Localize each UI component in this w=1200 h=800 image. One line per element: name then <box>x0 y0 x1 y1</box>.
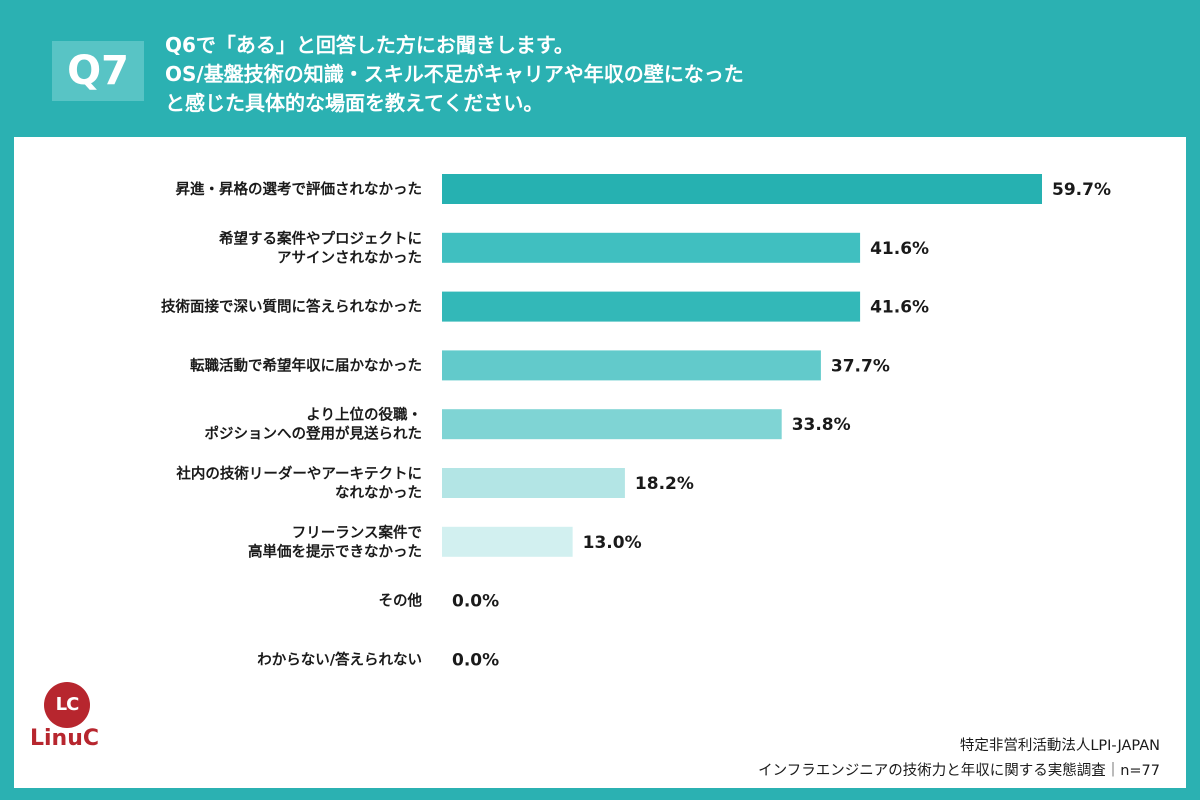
value-label: 13.0% <box>583 533 642 553</box>
question-line: と感じた具体的な場面を教えてください。 <box>165 91 544 115</box>
category-label: フリーランス案件で <box>292 523 422 541</box>
source-survey: インフラエンジニアの技術力と年収に関する実態調査｜n=77 <box>758 763 1160 779</box>
category-label: その他 <box>379 592 423 610</box>
linuc-logo-mark: LC <box>44 682 90 728</box>
value-label: 41.6% <box>870 298 929 318</box>
category-label: 転職活動で希望年収に届かなかった <box>190 356 422 374</box>
bar-chart: 昇進・昇格の選考で評価されなかった 59.7% 希望する案件やプロジェクトにアサイン… <box>161 174 1111 670</box>
question-line: OS/基盤技術の知識・スキル不足がキャリアや年収の壁になった <box>165 62 744 86</box>
question-line: Q6で「ある」と回答した方にお聞きします。 <box>165 33 574 57</box>
bar <box>442 526 573 557</box>
category-label: より上位の役職・ <box>306 406 422 424</box>
category-label: ポジションへの登用が見送られた <box>205 425 423 443</box>
chart-panel: 昇進・昇格の選考で評価されなかった 59.7% 希望する案件やプロジェクトにアサイン… <box>14 137 1186 788</box>
category-label: 希望する案件やプロジェクトに <box>219 229 422 247</box>
category-label: わからない/答えられない <box>257 650 422 668</box>
header: Q7 Q6で「ある」と回答した方にお聞きします。 OS/基盤技術の知識・スキル不… <box>0 0 1200 136</box>
question-number-badge: Q7 <box>52 41 144 101</box>
category-label: 社内の技術リーダーやアーキテクトに <box>175 465 422 483</box>
bar <box>442 291 861 322</box>
bar <box>442 350 821 381</box>
value-label: 41.6% <box>870 239 929 259</box>
category-label: 高単価を提示できなかった <box>248 542 422 560</box>
question-text: Q6で「ある」と回答した方にお聞きします。 OS/基盤技術の知識・スキル不足がキ… <box>165 31 865 118</box>
bar <box>442 232 861 263</box>
linuc-logo-text: LinuC <box>30 726 100 751</box>
category-label: 技術面接で深い質問に答えられなかった <box>161 298 422 316</box>
category-label: 昇進・昇格の選考で評価されなかった <box>176 180 423 198</box>
value-label: 37.7% <box>831 356 890 376</box>
bar <box>442 409 782 440</box>
category-label: なれなかった <box>335 485 422 502</box>
value-label: 0.0% <box>452 592 499 612</box>
bar <box>442 174 1042 204</box>
value-label: 33.8% <box>792 415 851 435</box>
linuc-logo: LC LinuC <box>30 682 120 762</box>
bar <box>442 468 625 498</box>
value-label: 18.2% <box>635 474 694 494</box>
category-label: アサインされなかった <box>277 249 422 266</box>
value-label: 59.7% <box>1052 180 1111 200</box>
source-organization: 特定非営利活動法人LPI-JAPAN <box>959 738 1160 754</box>
source-note: 特定非営利活動法人LPI-JAPAN インフラエンジニアの技術力と年収に関する実… <box>758 734 1160 784</box>
value-label: 0.0% <box>452 650 499 670</box>
